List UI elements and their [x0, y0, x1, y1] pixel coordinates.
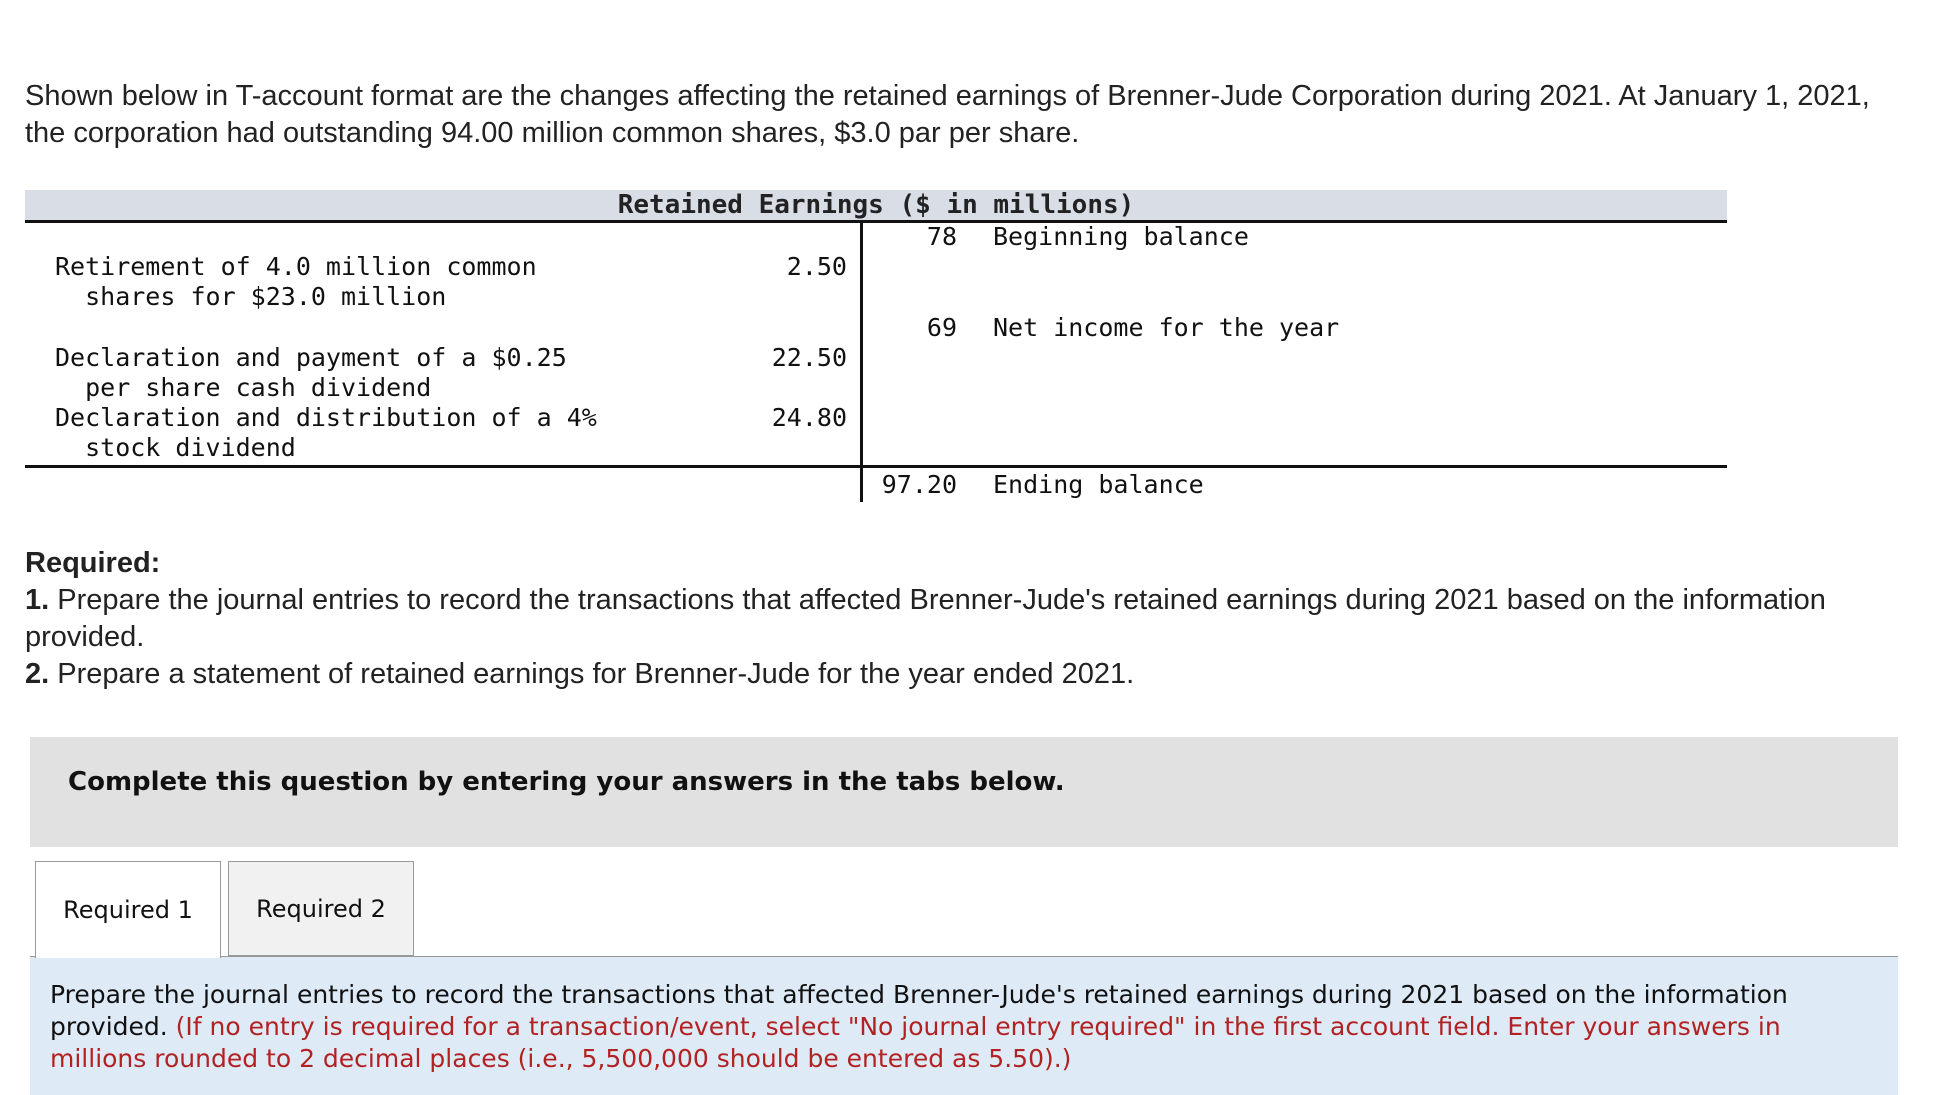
credit-1-label: Net income for the year: [993, 313, 1340, 342]
t-account-divider: [860, 220, 863, 502]
t-account-top-rule: [25, 220, 1727, 223]
debit-1-line2: shares for $23.0 million: [55, 282, 447, 311]
required-item-1-text: Prepare the journal entries to record th…: [25, 584, 1826, 653]
tab-required-2[interactable]: Required 2: [228, 861, 414, 956]
required-heading: Required:: [25, 547, 161, 579]
tab-required-1[interactable]: Required 1: [35, 861, 221, 958]
t-account-bottom-rule: [25, 465, 1727, 468]
credit-1-amount: 69: [926, 313, 957, 342]
debit-2-line1: Declaration and payment of a $0.25: [55, 343, 567, 372]
retained-earnings-t-account: Retained Earnings ($ in millions) 78 Beg…: [25, 190, 1727, 510]
debit-1-amount: 2.50: [786, 252, 847, 281]
instructions-text: Prepare the journal entries to record th…: [50, 980, 1788, 1041]
debit-3-line1: Declaration and distribution of a 4%: [55, 403, 597, 432]
banner-text: Complete this question by entering your …: [68, 767, 1065, 797]
beginning-balance-label: Beginning balance: [993, 222, 1249, 251]
required-item-2-number: 2.: [25, 658, 50, 690]
debit-3-amount: 24.80: [771, 403, 847, 432]
ending-balance-label: Ending balance: [993, 470, 1204, 499]
debit-2-line2: per share cash dividend: [55, 373, 432, 402]
tab-strip-rule: [30, 956, 1898, 957]
instructions-note: (If no entry is required for a transacti…: [50, 1012, 1781, 1073]
tab-instructions-panel: Prepare the journal entries to record th…: [30, 957, 1898, 1095]
debit-1-line1: Retirement of 4.0 million common: [55, 252, 537, 281]
problem-intro: Shown below in T-account format are the …: [25, 80, 1870, 149]
beginning-balance-amount: 78: [926, 222, 957, 251]
t-account-title: Retained Earnings ($ in millions): [25, 190, 1727, 220]
required-item-1-number: 1.: [25, 584, 50, 616]
debit-3-line2: stock dividend: [55, 433, 296, 462]
instructions-banner: Complete this question by entering your …: [30, 737, 1898, 847]
required-section: Required: 1. Prepare the journal entries…: [25, 545, 1905, 693]
required-item-2-text: Prepare a statement of retained earnings…: [49, 658, 1135, 690]
debit-2-amount: 22.50: [771, 343, 847, 372]
ending-balance-amount: 97.20: [881, 470, 957, 499]
